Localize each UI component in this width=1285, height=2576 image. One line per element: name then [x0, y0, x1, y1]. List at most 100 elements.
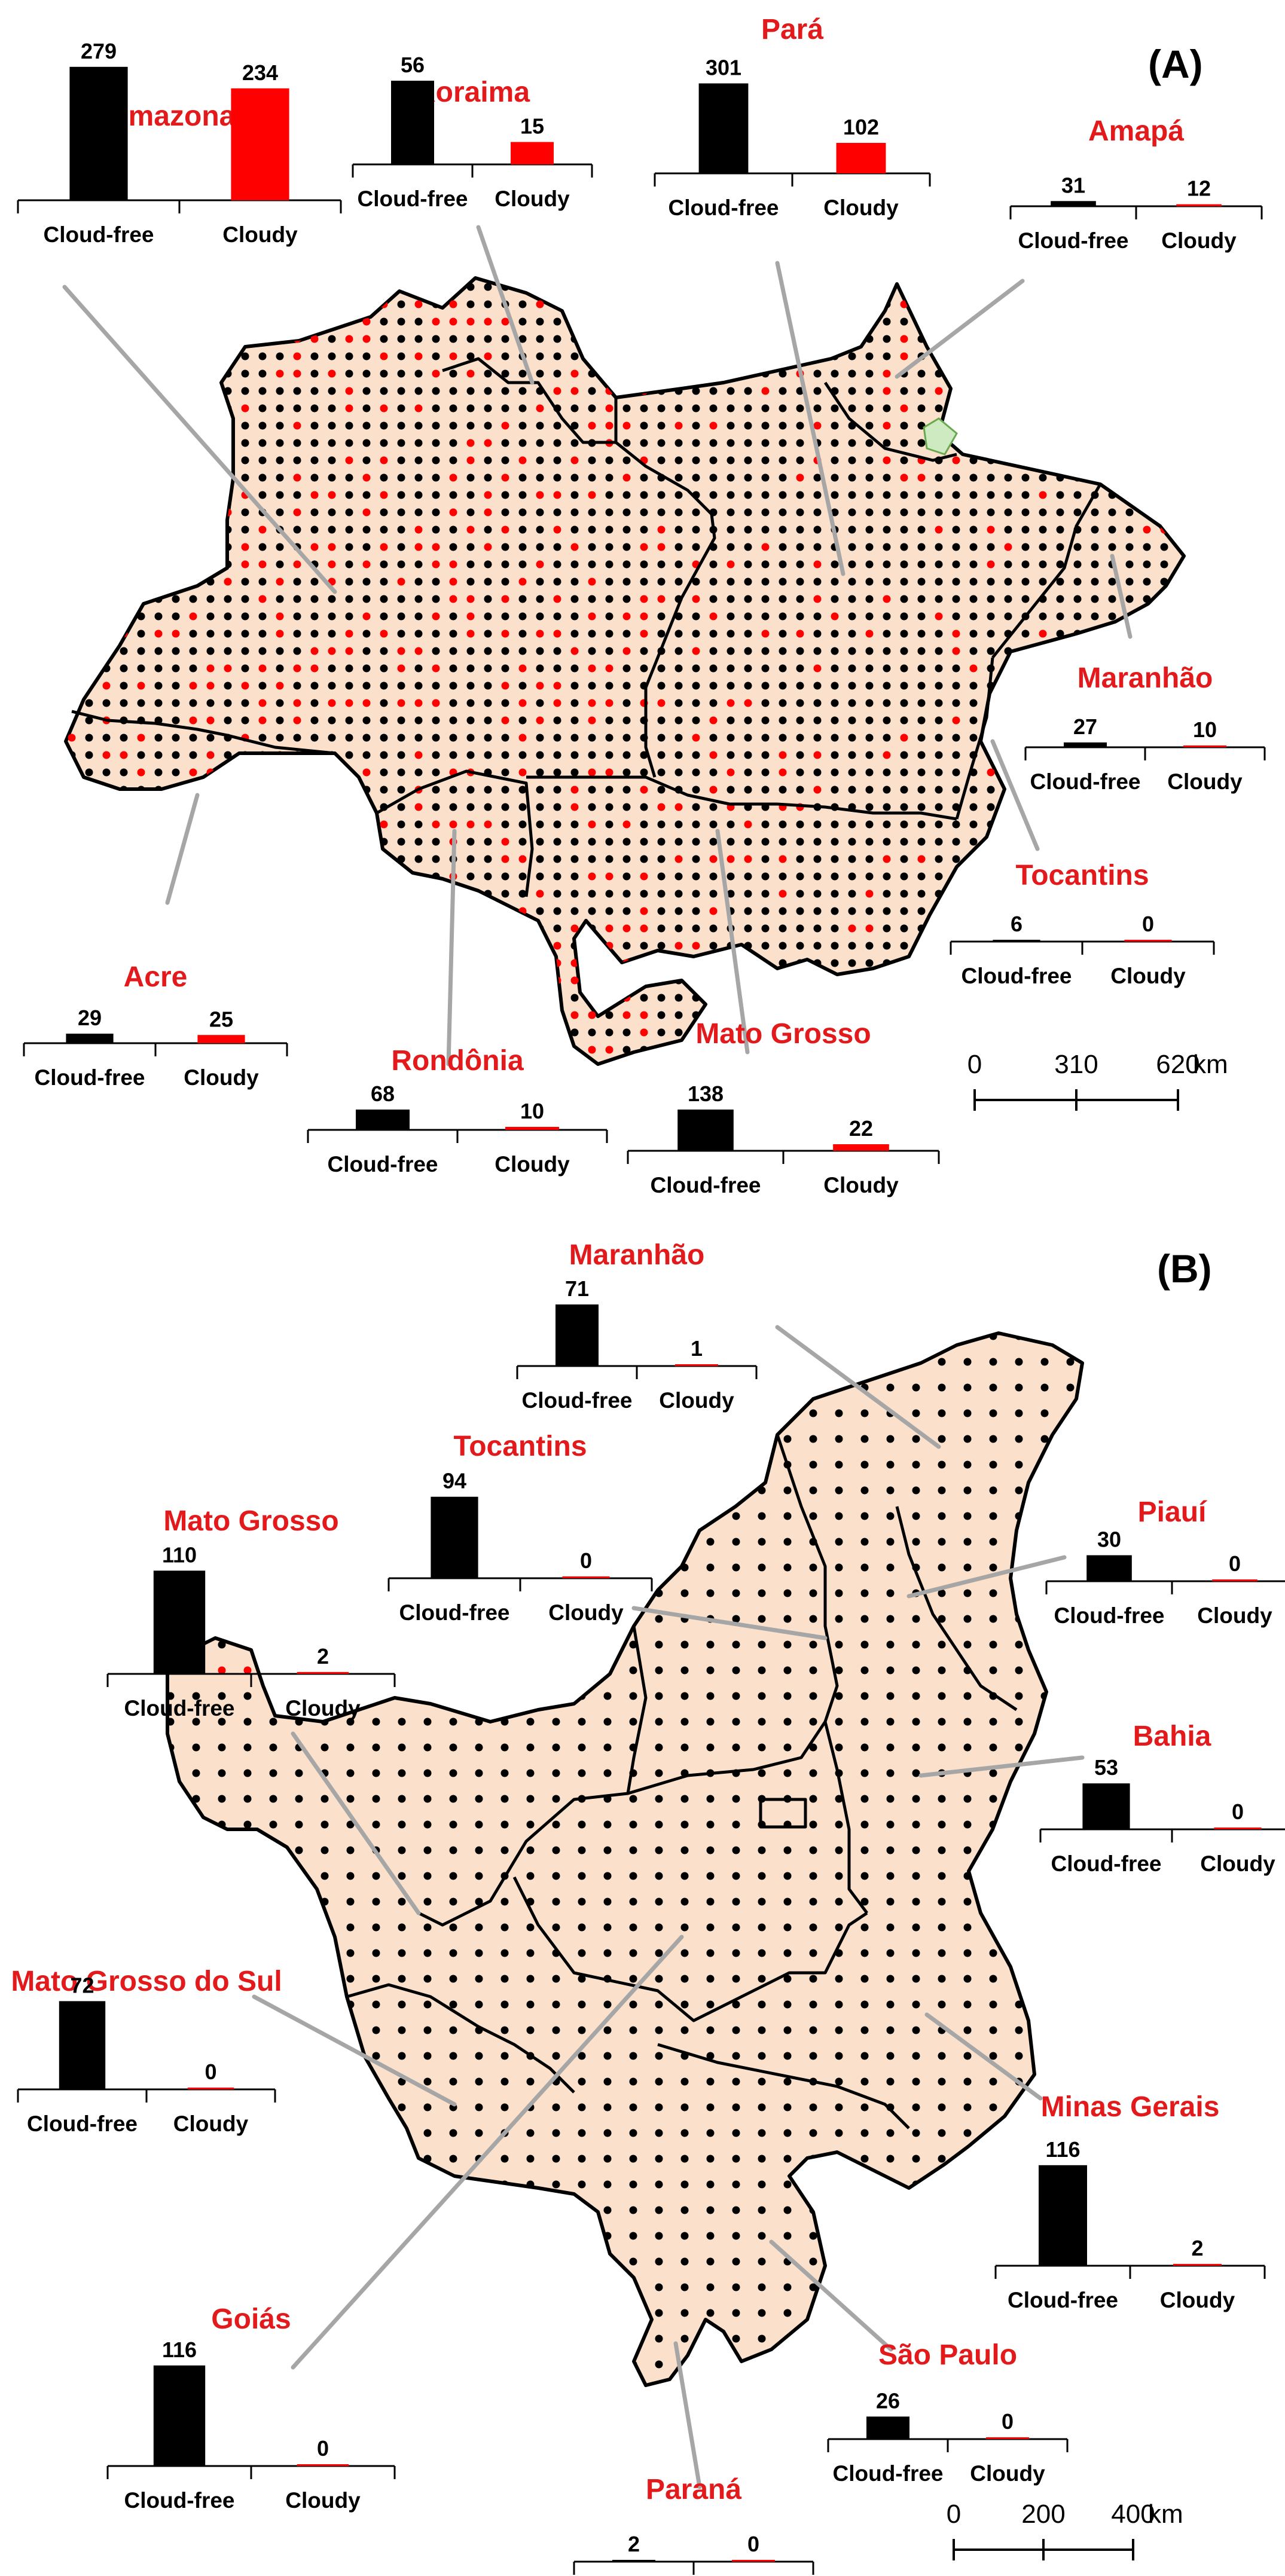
cloud-free-point [346, 1383, 355, 1392]
cloud-free-point [900, 1011, 908, 1019]
cloud-free-point [328, 959, 336, 967]
cloud-free-point [1143, 543, 1151, 551]
cloud-free-point [397, 786, 405, 794]
cloud-free-point [848, 456, 856, 465]
cloud-free-point [848, 491, 856, 499]
cloud-free-point [423, 1743, 432, 1752]
cloud-free-point [900, 595, 908, 603]
cloudy-point [293, 352, 301, 360]
cloud-free-point [761, 942, 770, 950]
cloud-free-point [622, 716, 631, 725]
cloud-free-point [206, 352, 215, 360]
cloud-free-point [475, 1769, 483, 1777]
cloud-free-point [346, 1795, 355, 1803]
cloud-free-point [1004, 1046, 1012, 1054]
cloud-free-point [258, 907, 267, 915]
cloud-free-point [917, 890, 926, 898]
cloud-free-point [68, 820, 76, 829]
cloud-free-point [779, 612, 787, 621]
cloud-free-point [362, 456, 371, 465]
cloud-free-point [796, 682, 804, 690]
cloud-free-point [345, 577, 353, 586]
cloud-free-point [796, 595, 804, 603]
cloud-free-point [629, 1949, 637, 1957]
cloud-free-point [835, 1333, 843, 1340]
cloud-free-point [258, 682, 267, 690]
cloudy-point [709, 907, 718, 915]
cloudy-point [137, 439, 145, 447]
cloud-free-point [692, 907, 700, 915]
cloud-free-point [603, 2309, 612, 2317]
cloud-free-point [518, 300, 527, 308]
cloud-free-point [761, 820, 770, 829]
cloud-free-point [553, 473, 561, 482]
cloud-free-point [380, 664, 388, 673]
cloud-free-point [987, 317, 995, 326]
cloud-free-point [1066, 1435, 1075, 1443]
cloudy-point [362, 768, 371, 777]
cloud-free-point [692, 456, 700, 465]
cloud-free-point [1177, 612, 1184, 621]
cloud-free-point [1108, 630, 1116, 638]
cloud-free-point [831, 716, 839, 725]
cloud-free-point [380, 439, 388, 447]
cloud-free-point [1004, 335, 1012, 343]
cloud-free-point [536, 317, 544, 326]
cloud-free-point [500, 1409, 509, 1417]
cloud-free-point [120, 577, 128, 586]
cloud-free-point [501, 577, 509, 586]
cloud-free-point [206, 803, 215, 811]
cloud-free-point [657, 838, 666, 846]
cloud-free-point [758, 2257, 766, 2266]
cloud-free-point [860, 2129, 869, 2137]
panel-a-tag: (A) [1148, 42, 1203, 86]
cloud-free-point [85, 1046, 93, 1054]
cloud-free-point [657, 855, 666, 863]
cloud-free-point [449, 2232, 457, 2240]
cloud-free-point [380, 595, 388, 603]
cloudy-point [605, 959, 613, 967]
cloudy-point [293, 699, 301, 707]
cloud-free-point [809, 1589, 817, 1597]
cloud-free-point [744, 456, 752, 465]
cloud-free-point [1040, 1846, 1049, 1854]
cloud-free-point [1125, 387, 1134, 395]
cloud-free-point [258, 855, 267, 863]
cloud-free-point [629, 2334, 637, 2343]
cloud-free-point [1056, 560, 1064, 569]
cloud-free-point [553, 734, 561, 742]
cloud-free-point [243, 2000, 252, 2009]
cloud-free-point [629, 1846, 637, 1854]
cloud-free-point [674, 560, 683, 569]
cloud-free-point [1021, 907, 1030, 915]
cloud-free-point [578, 2206, 586, 2214]
cloud-free-point [172, 421, 180, 430]
cloud-free-point [588, 959, 596, 967]
cloud-free-point [588, 387, 596, 395]
cloud-free-point [796, 751, 804, 759]
cloud-free-point [744, 838, 752, 846]
cloud-free-point [1056, 543, 1064, 551]
cloudy-point [553, 699, 561, 707]
cloud-free-point [526, 1949, 535, 1957]
cloud-free-point [243, 1820, 252, 1829]
cloud-free-point [917, 907, 926, 915]
cloud-free-point [269, 1563, 277, 1572]
cloud-free-point [989, 2026, 997, 2034]
cloud-free-point [848, 664, 856, 673]
cloudy-point [761, 387, 770, 395]
cloud-free-point [783, 1769, 792, 1777]
cloud-free-point [241, 994, 249, 1002]
cloud-free-point [848, 473, 856, 482]
panel-b-sao-paulo-cloudy-value: 0 [1002, 2409, 1014, 2434]
cloud-free-point [917, 872, 926, 881]
cloud-free-point [1015, 1589, 1023, 1597]
cloudy-point [380, 630, 388, 638]
cloud-free-point [536, 976, 544, 985]
cloud-free-point [706, 1949, 715, 1957]
cloud-free-point [831, 786, 839, 794]
cloud-free-point [167, 1872, 175, 1880]
cloudy-point [1021, 404, 1030, 412]
cloud-free-point [154, 335, 163, 343]
cloud-free-point [860, 1872, 869, 1880]
